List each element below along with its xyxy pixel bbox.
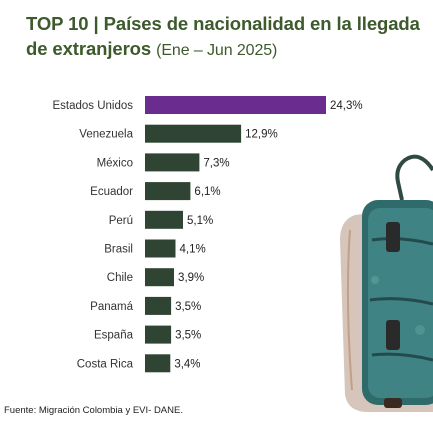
category-label-costa-rica: Costa Rica [77, 358, 134, 370]
category-label-panama: Panamá [90, 301, 133, 313]
category-label-espana: España [94, 330, 134, 342]
category-label-peru: Perú [109, 215, 133, 227]
category-label-estados-unidos: Estados Unidos [52, 100, 133, 112]
category-label-ecuador: Ecuador [90, 186, 133, 198]
value-label-peru: 5,1% [187, 215, 213, 227]
value-label-venezuela: 12,9% [245, 129, 278, 141]
value-label-chile: 3,9% [178, 272, 204, 284]
value-label-ecuador: 6,1% [194, 186, 220, 198]
bar-panama [145, 296, 172, 315]
bar-ecuador [145, 182, 191, 201]
bar-costa-rica [145, 354, 171, 373]
category-label-venezuela: Venezuela [79, 129, 133, 141]
category-label-chile: Chile [107, 272, 133, 284]
bar-chile [145, 268, 174, 287]
bar-mexico [145, 153, 200, 172]
bars-group: Estados Unidos 24,3% Venezuela 12,9% México 7… [52, 96, 363, 373]
bar-peru [145, 210, 183, 229]
category-label-mexico: México [97, 157, 133, 169]
bar-brasil [145, 239, 176, 258]
title-period: (Ene – Jun 2025) [156, 42, 278, 59]
value-label-mexico: 7,3% [203, 157, 229, 169]
value-label-costa-rica: 3,4% [174, 358, 200, 370]
category-label-brasil: Brasil [104, 244, 133, 256]
value-label-panama: 3,5% [175, 301, 201, 313]
bar-venezuela [145, 124, 242, 143]
value-label-estados-unidos: 24,3% [330, 100, 363, 112]
title-main: TOP 10 | Países de nacionalidad en la ll… [26, 13, 420, 59]
bar-espana [145, 325, 172, 344]
suitcase-illustration [340, 154, 433, 412]
value-label-espana: 3,5% [175, 330, 201, 342]
chart-title: TOP 10 | Países de nacionalidad en la ll… [26, 11, 426, 63]
bar-estados-unidos [145, 96, 326, 114]
value-label-brasil: 4,1% [180, 244, 206, 256]
source-note: Fuente: Migración Colombia y EVI- DANE. [4, 405, 183, 416]
